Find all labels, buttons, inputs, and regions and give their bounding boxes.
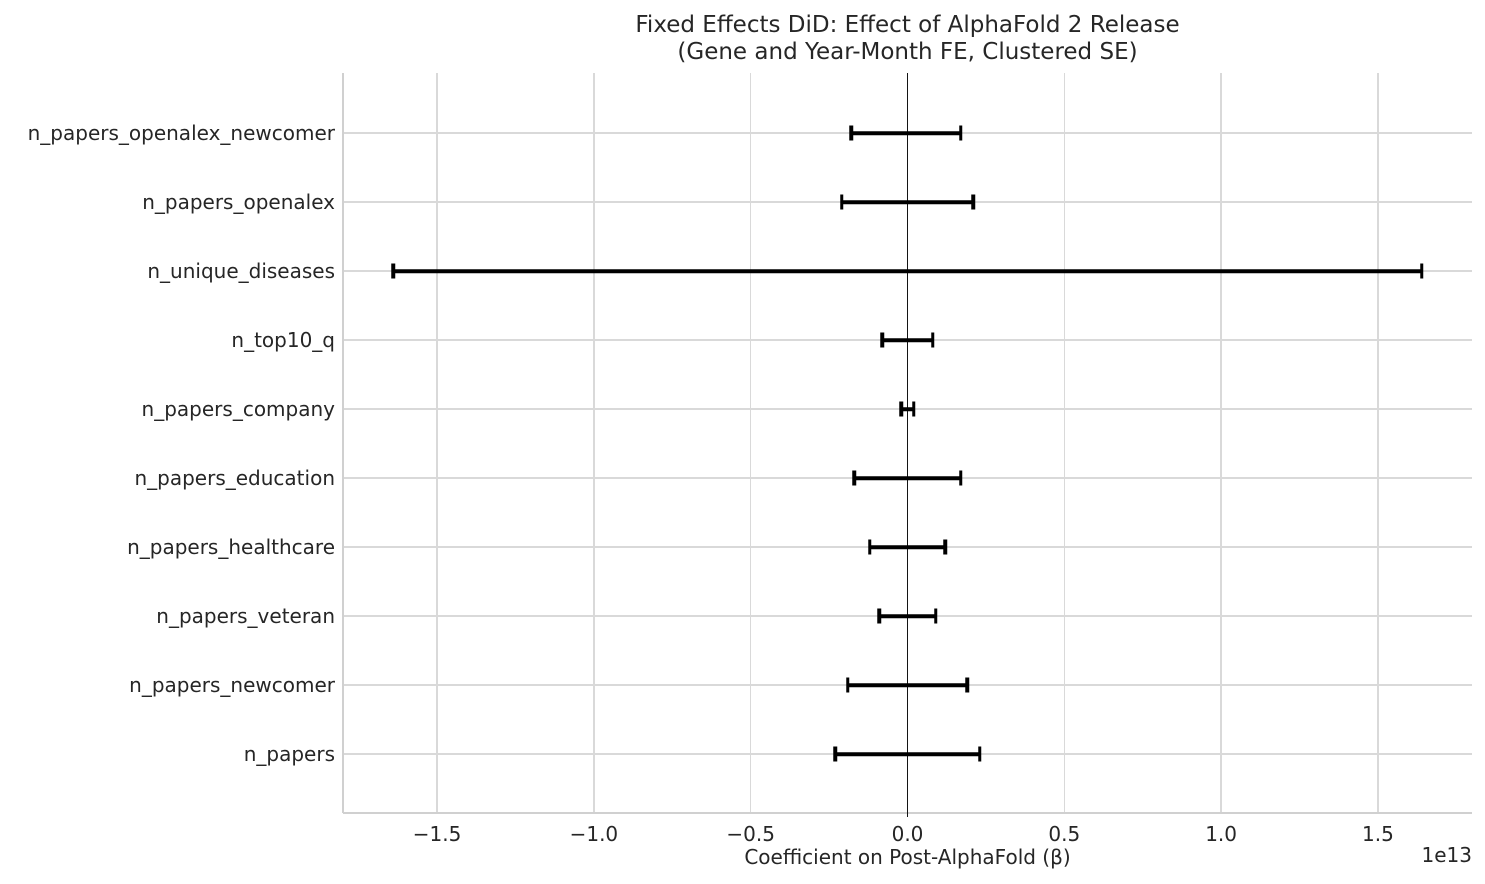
x-gridline <box>1220 73 1222 813</box>
error-bar-cap-right <box>977 746 982 762</box>
error-bar-cap-right <box>943 539 947 555</box>
error-bar-cap-left <box>852 470 856 486</box>
x-gridline <box>593 73 595 813</box>
error-bar-cap-left <box>391 263 395 279</box>
x-tick-label: −1.5 <box>412 822 462 846</box>
y-tick-label: n_papers_veteran <box>156 604 335 628</box>
y-tick-label: n_papers_openalex <box>142 190 335 214</box>
y-tick-label: n_papers_openalex_newcomer <box>27 121 335 145</box>
error-bar-cap-right <box>1420 263 1424 279</box>
y-tick-label: n_papers_company <box>141 397 335 421</box>
error-bar <box>841 200 974 204</box>
chart-title-line1: Fixed Effects DiD: Effect of AlphaFold 2… <box>635 12 1180 38</box>
chart-title-line2: (Gene and Year-Month FE, Clustered SE) <box>677 39 1138 66</box>
x-tick-label: 0.5 <box>1048 822 1081 846</box>
error-bar <box>879 614 936 618</box>
error-bar <box>393 269 1422 273</box>
error-bar-cap-right <box>912 401 916 417</box>
error-bar <box>882 338 933 342</box>
x-tick-label: −1.0 <box>569 822 619 846</box>
y-tick-label: n_papers_healthcare <box>127 535 335 559</box>
error-bar-cap-left <box>833 746 838 762</box>
error-bar <box>851 131 961 135</box>
left-spine <box>342 73 344 813</box>
y-tick-label: n_papers_education <box>134 466 335 490</box>
error-bar-cap-left <box>880 332 885 348</box>
error-bar <box>869 545 946 549</box>
error-bar-cap-right <box>971 194 976 210</box>
x-gridline <box>749 73 752 813</box>
error-bar-cap-right <box>965 677 969 693</box>
y-tick-label: n_top10_q <box>231 328 335 352</box>
x-tick-label: 1.0 <box>1205 822 1238 846</box>
x-axis-offset-label: 1e13 <box>1421 843 1472 867</box>
x-tick-label: −0.5 <box>726 822 775 846</box>
error-bar-cap-right <box>959 470 963 486</box>
error-bar-cap-left <box>849 125 853 141</box>
x-tick-label: 0.0 <box>891 822 924 846</box>
error-bar <box>847 683 968 687</box>
error-bar-cap-left <box>839 194 844 210</box>
x-gridline <box>1063 73 1066 813</box>
y-tick-label: n_papers <box>243 742 335 766</box>
error-bar-cap-right <box>959 125 963 141</box>
error-bar-cap-left <box>846 677 850 693</box>
error-bar <box>901 407 914 411</box>
error-bar-cap-left <box>868 539 872 555</box>
x-gridline <box>436 73 438 813</box>
zero-reference-line <box>906 73 909 817</box>
error-bar-cap-left <box>877 608 882 624</box>
y-tick-label: n_unique_diseases <box>147 259 335 283</box>
error-bar-cap-right <box>933 608 938 624</box>
error-bar-cap-right <box>930 332 935 348</box>
chart-title: Fixed Effects DiD: Effect of AlphaFold 2… <box>343 12 1472 66</box>
x-axis-label: Coefficient on Post-AlphaFold (β) <box>744 845 1071 869</box>
error-bar <box>835 752 980 756</box>
error-bar-cap-left <box>899 401 903 417</box>
x-tick-label: 1.5 <box>1362 822 1394 846</box>
y-tick-label: n_papers_newcomer <box>129 673 335 697</box>
x-gridline <box>1377 73 1379 813</box>
error-bar <box>854 476 961 480</box>
